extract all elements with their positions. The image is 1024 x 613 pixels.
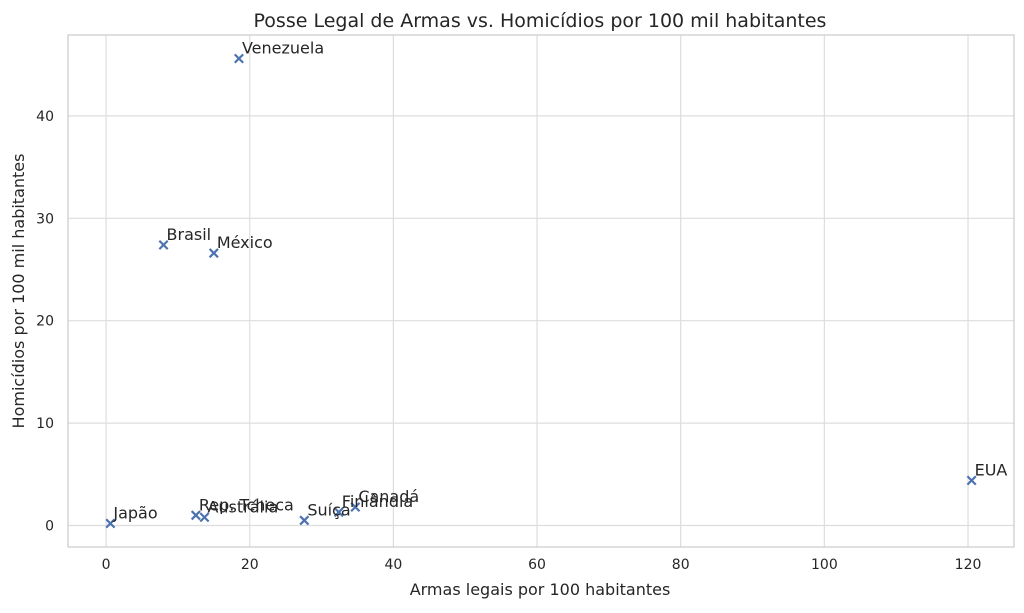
x-tick-label: 100 bbox=[811, 557, 838, 573]
y-tick-label: 0 bbox=[45, 518, 54, 534]
y-tick-label: 30 bbox=[36, 211, 54, 227]
x-tick-label: 60 bbox=[528, 557, 546, 573]
point-label: EUA bbox=[975, 460, 1008, 479]
data-point bbox=[299, 515, 310, 526]
point-label: Rep. Tcheca bbox=[199, 495, 294, 514]
data-point bbox=[208, 248, 219, 259]
y-tick-label: 20 bbox=[36, 314, 54, 330]
grid bbox=[68, 35, 1014, 547]
point-label: Japão bbox=[112, 503, 157, 522]
point-label: Suíça bbox=[307, 500, 350, 519]
x-tick-label: 40 bbox=[384, 557, 402, 573]
data-point bbox=[233, 53, 244, 64]
data-point bbox=[105, 518, 116, 529]
tick-labels: 0 20 40 60 80 100 120 0 10 20 30 40 bbox=[36, 109, 981, 573]
x-tick-label: 0 bbox=[102, 557, 111, 573]
x-axis-label: Armas legais por 100 habitantes bbox=[410, 580, 671, 599]
data-point bbox=[350, 502, 361, 513]
x-tick-label: 120 bbox=[955, 557, 982, 573]
point-label: Canadá bbox=[358, 487, 419, 506]
y-tick-label: 10 bbox=[36, 416, 54, 432]
data-point bbox=[333, 507, 344, 518]
point-label: México bbox=[217, 233, 273, 252]
data-point bbox=[158, 239, 169, 250]
plot-frame bbox=[67, 34, 1015, 548]
x-tick-label: 20 bbox=[241, 557, 259, 573]
y-tick-label: 40 bbox=[36, 109, 54, 125]
chart-title: Posse Legal de Armas vs. Homicídios por … bbox=[254, 10, 827, 32]
data-point bbox=[199, 512, 210, 523]
y-axis-label: Homicídios por 100 mil habitantes bbox=[9, 154, 28, 429]
point-label: Finlândia bbox=[342, 492, 413, 511]
point-label: Austrália bbox=[207, 497, 278, 516]
x-tick-label: 80 bbox=[672, 557, 690, 573]
data-point bbox=[190, 510, 201, 521]
point-label: Venezuela bbox=[242, 39, 324, 58]
point-labels: Venezuela Brasil México EUA CanadáFinlândiaS… bbox=[112, 39, 1007, 523]
point-label: Brasil bbox=[167, 225, 212, 244]
data-point bbox=[966, 475, 977, 486]
data-points bbox=[105, 53, 977, 529]
